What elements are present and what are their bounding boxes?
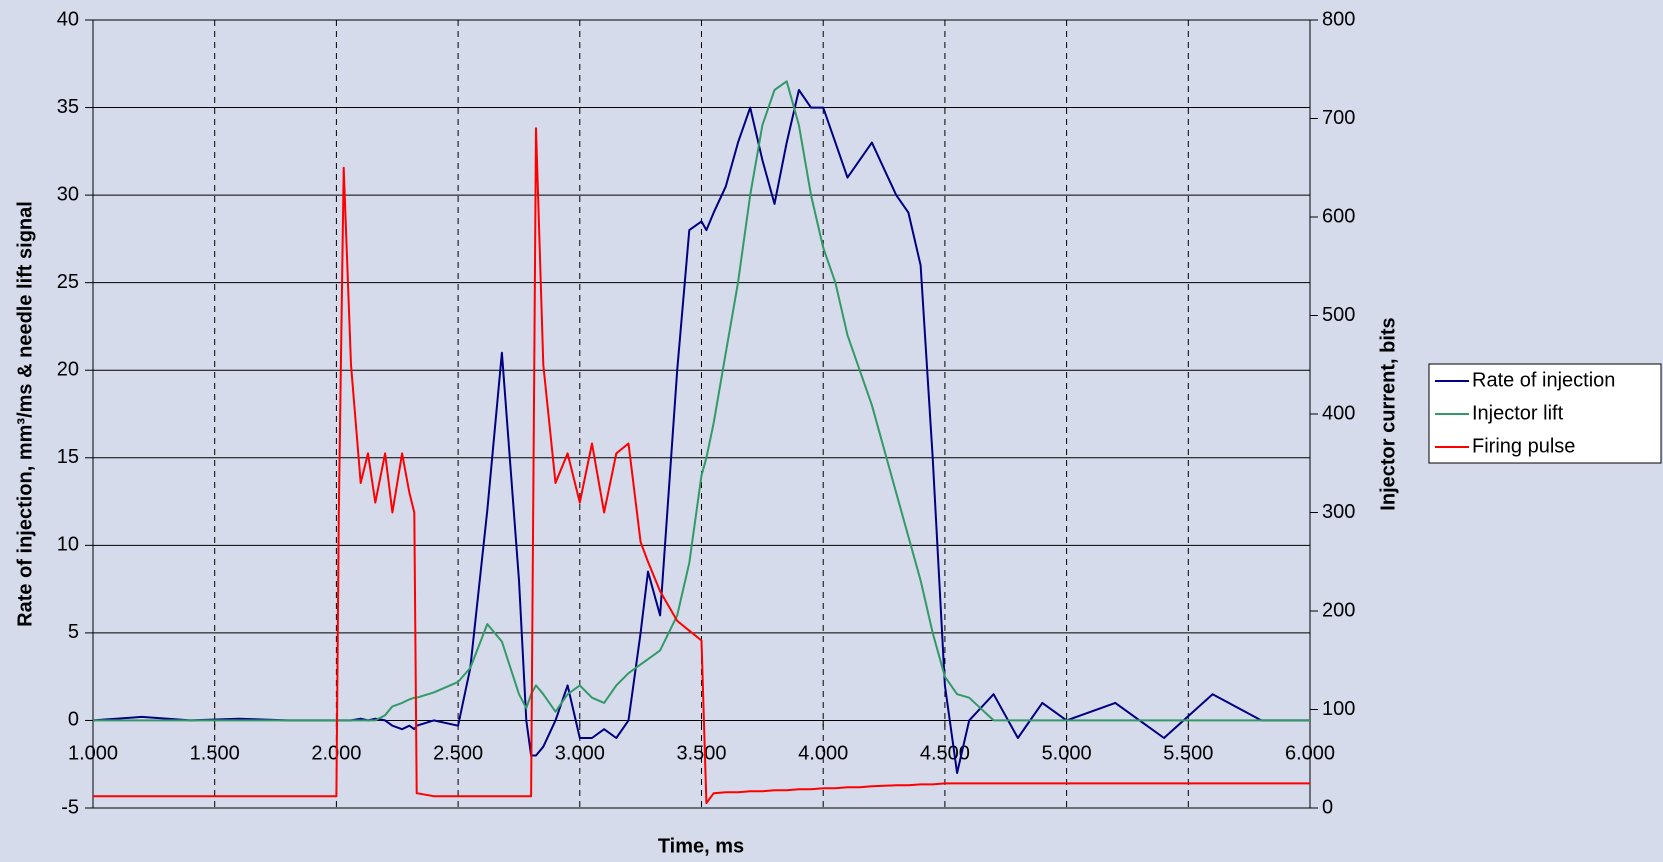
legend-label: Firing pulse	[1472, 435, 1575, 457]
x-tick-label: 1.500	[190, 743, 240, 765]
y2-tick-label: 400	[1322, 402, 1355, 424]
y-tick-label: 30	[57, 183, 79, 205]
y-tick-label: 15	[57, 446, 79, 468]
x-tick-label: 2.500	[433, 743, 483, 765]
x-tick-label: 4.000	[798, 743, 848, 765]
legend-label: Rate of injection	[1472, 369, 1615, 391]
x-tick-label: 3.500	[676, 743, 726, 765]
x-tick-label: 4.500	[920, 743, 970, 765]
series-line	[92, 89, 1310, 774]
y2-tick-label: 500	[1322, 304, 1355, 326]
y-tick-label: 10	[57, 534, 79, 556]
y2-axis-label: Injector current, bits	[1377, 317, 1399, 510]
y-axis-label: Rate of injection, mm³/ms & needle lift …	[14, 201, 36, 627]
y-tick-label: 0	[68, 709, 79, 731]
y-tick-label: 35	[57, 96, 79, 118]
series-line	[93, 127, 1310, 805]
y-tick-label: 25	[57, 271, 79, 293]
y2-tick-label: 800	[1322, 8, 1355, 30]
y2-tick-label: 100	[1322, 698, 1355, 720]
y2-tick-label: 0	[1322, 796, 1333, 818]
y2-tick-label: 200	[1322, 599, 1355, 621]
y-tick-label: -5	[61, 796, 79, 818]
y-tick-label: 20	[57, 359, 79, 381]
x-tick-label: 3.000	[555, 743, 605, 765]
y-tick-label: 5	[68, 621, 79, 643]
series-line	[93, 80, 1310, 722]
y2-tick-label: 700	[1322, 107, 1355, 129]
x-axis-label: Time, ms	[658, 835, 744, 857]
legend-label: Injector lift	[1472, 402, 1564, 424]
x-tick-label: 5.500	[1163, 743, 1213, 765]
x-tick-label: 5.000	[1042, 743, 1092, 765]
y-tick-label: 40	[57, 8, 79, 30]
y2-tick-label: 600	[1322, 205, 1355, 227]
y2-tick-label: 300	[1322, 501, 1355, 523]
